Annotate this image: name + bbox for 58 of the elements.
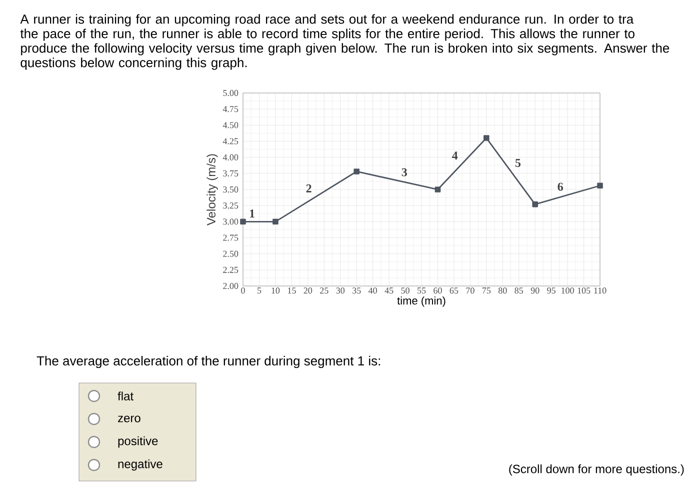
y-tick-label: 4.75	[222, 106, 238, 112]
point	[597, 182, 603, 189]
text: The average acceleration of the runner during segment 1 is:	[36, 356, 380, 368]
y-tick-label: 4.00	[222, 154, 238, 160]
text: flat	[118, 392, 134, 400]
x-tick-label: 60	[434, 288, 442, 294]
x-tick-label: 65	[450, 288, 458, 294]
y-tick-label: 4.25	[222, 138, 238, 144]
y-tick-label: 2.00	[223, 282, 238, 290]
annotation: 5	[515, 158, 521, 167]
y-tick-label: 2.25	[223, 266, 238, 273]
y-tick-label: 3.25	[223, 202, 238, 209]
annotation: 4	[452, 152, 458, 160]
x-tick-label: 95	[547, 288, 556, 294]
x-tick-label: 105	[578, 288, 590, 294]
point	[354, 168, 360, 174]
x-tick-label: 75	[482, 288, 491, 294]
x-tick-label: 25	[320, 288, 328, 294]
text: negative	[118, 459, 162, 471]
y-axis-title: Velocity (m/s)	[206, 154, 218, 226]
y-tick-label: 5.00	[223, 90, 238, 96]
y-tick-label: 3.50	[223, 186, 238, 193]
annotation: 6	[558, 182, 563, 191]
point	[240, 218, 246, 225]
x-tick-label: 5	[258, 288, 262, 294]
x-tick-label: 90	[530, 288, 540, 294]
point	[484, 135, 490, 141]
chart-title: A runner is training for an upcoming road race and sets out for a weekend endurance run. In order to tra the pace of the run, the runner is able to record time splits for the entire period. This allows the runner to produce the following velocity versus time graph given below. The run is broken into six segments. Answer the questions below concerning this graph.	[20, 14, 670, 70]
x-tick-label: 50	[401, 288, 410, 294]
x-tick-label: 45	[384, 288, 394, 294]
x-tick-label: 70	[466, 288, 474, 294]
x-tick-label: 100	[562, 288, 574, 294]
y-tick-label: 3.75	[223, 170, 238, 176]
annotation: 2	[306, 184, 312, 192]
x-axis-title: time (min)	[397, 296, 446, 307]
y-tick-label: 2.50	[223, 250, 238, 257]
annotation: 3	[402, 168, 407, 176]
text: positive	[118, 436, 158, 448]
point	[434, 186, 441, 192]
x-tick-label: 20	[304, 288, 312, 294]
y-tick-label: 4.50	[222, 122, 238, 128]
x-tick-label: 85	[514, 288, 524, 294]
x-tick-label: 35	[352, 288, 361, 294]
x-tick-label: 55	[418, 288, 426, 294]
x-tick-label: 80	[498, 288, 507, 294]
x-tick-label: 30	[336, 288, 345, 294]
x-tick-label: 110	[594, 288, 606, 294]
y-tick-label: 3.00	[223, 218, 238, 225]
annotation: 1	[250, 210, 254, 218]
x-tick-label: 10	[272, 288, 280, 294]
point	[532, 201, 538, 208]
x-tick-label: 0	[241, 288, 245, 294]
text: zero	[118, 416, 140, 422]
x-tick-label: 40	[368, 288, 377, 294]
x-tick-label: 15	[288, 288, 296, 294]
text: (Scroll down for more questions.)	[509, 464, 684, 476]
point	[272, 218, 278, 225]
y-tick-label: 2.75	[223, 234, 238, 241]
